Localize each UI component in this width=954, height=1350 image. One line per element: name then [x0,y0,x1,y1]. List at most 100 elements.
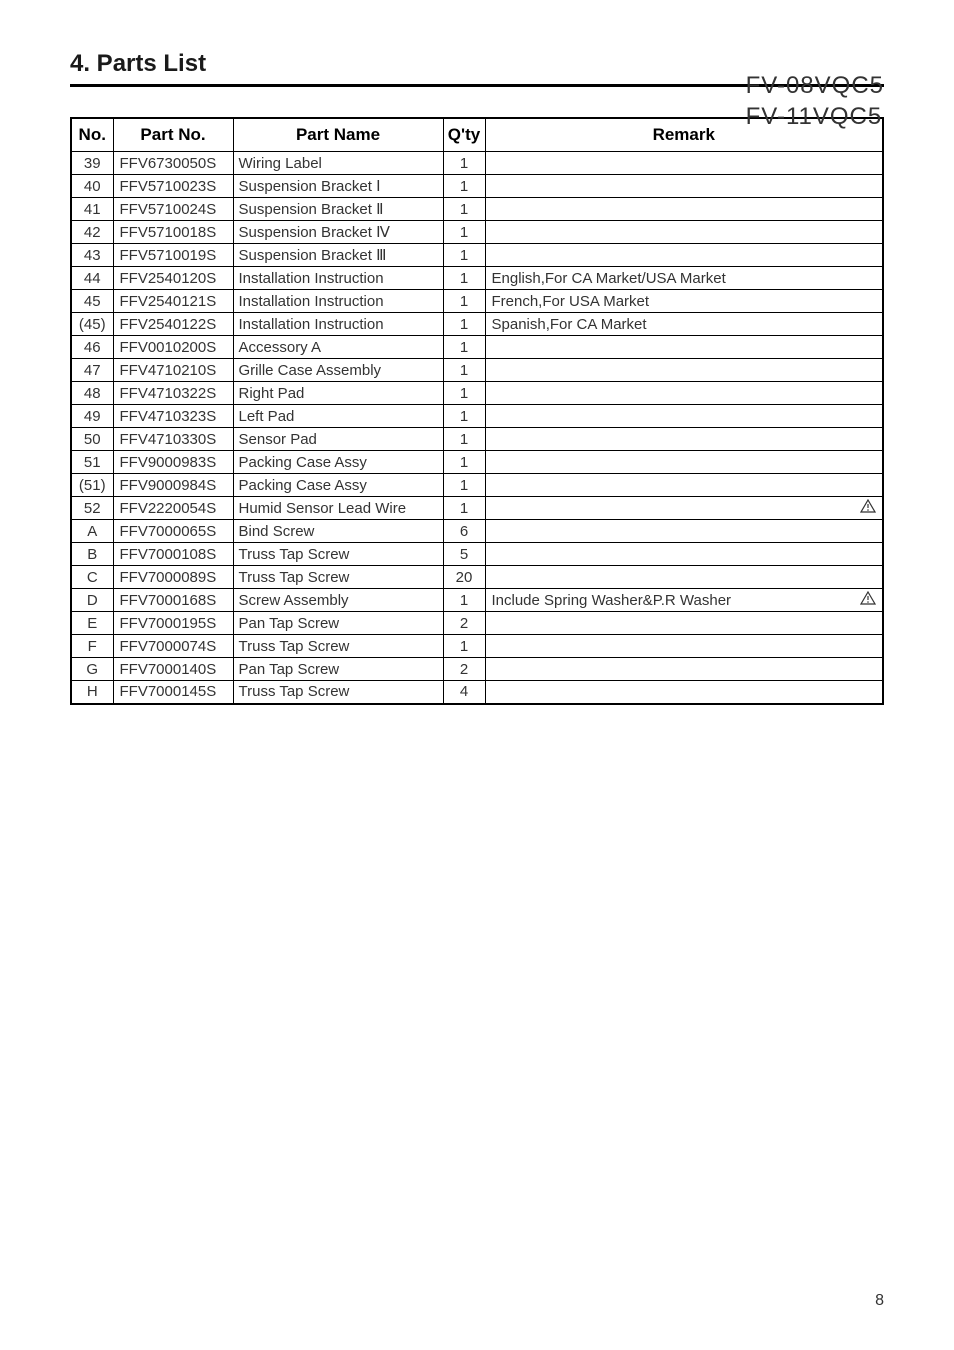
cell-partname: Suspension Bracket Ⅰ [233,175,443,198]
table-row: (45)FFV2540122SInstallation Instruction1… [71,313,883,336]
cell-no: 45 [71,290,113,313]
col-header-partname: Part Name [233,118,443,152]
cell-no: D [71,589,113,612]
cell-no: E [71,612,113,635]
table-body: 39FFV6730050SWiring Label140FFV5710023SS… [71,152,883,704]
cell-partno: FFV2540122S [113,313,233,336]
cell-partno: FFV4710330S [113,428,233,451]
cell-partname: Packing Case Assy [233,451,443,474]
cell-partno: FFV5710024S [113,198,233,221]
cell-partno: FFV5710019S [113,244,233,267]
cell-partname: Right Pad [233,382,443,405]
cell-qty: 1 [443,152,485,175]
cell-qty: 1 [443,267,485,290]
header-section: 4. Parts List FV-08VQC5 FV-11VQC5 [70,50,884,87]
table-row: 46FFV0010200SAccessory A1 [71,336,883,359]
cell-partno: FFV6730050S [113,152,233,175]
cell-partname: Suspension Bracket Ⅲ [233,244,443,267]
cell-partname: Suspension Bracket Ⅳ [233,221,443,244]
cell-no: 46 [71,336,113,359]
cell-partname: Grille Case Assembly [233,359,443,382]
cell-no: G [71,658,113,681]
cell-remark [485,175,883,198]
cell-qty: 1 [443,244,485,267]
cell-partname: Truss Tap Screw [233,543,443,566]
table-row: BFFV7000108STruss Tap Screw5 [71,543,883,566]
cell-partno: FFV9000983S [113,451,233,474]
cell-no: 50 [71,428,113,451]
cell-no: 41 [71,198,113,221]
cell-remark [485,497,883,520]
cell-remark [485,612,883,635]
cell-remark [485,681,883,704]
cell-qty: 1 [443,497,485,520]
cell-remark [485,359,883,382]
table-row: 39FFV6730050SWiring Label1 [71,152,883,175]
cell-partname: Installation Instruction [233,290,443,313]
cell-partname: Sensor Pad [233,428,443,451]
cell-partno: FFV7000140S [113,658,233,681]
cell-remark [485,566,883,589]
warning-icon [860,499,876,517]
model-line-2: FV-11VQC5 [746,101,884,132]
cell-qty: 5 [443,543,485,566]
cell-remark [485,405,883,428]
cell-partname: Packing Case Assy [233,474,443,497]
cell-no: H [71,681,113,704]
cell-partname: Accessory A [233,336,443,359]
table-row: CFFV7000089STruss Tap Screw20 [71,566,883,589]
cell-no: 52 [71,497,113,520]
cell-qty: 1 [443,382,485,405]
cell-partno: FFV7000108S [113,543,233,566]
cell-no: 49 [71,405,113,428]
table-row: 52FFV2220054SHumid Sensor Lead Wire1 [71,497,883,520]
cell-remark: English,For CA Market/USA Market [485,267,883,290]
cell-qty: 1 [443,474,485,497]
cell-partno: FFV2540120S [113,267,233,290]
cell-remark [485,543,883,566]
cell-remark [485,428,883,451]
table-row: 43FFV5710019SSuspension Bracket Ⅲ1 [71,244,883,267]
cell-qty: 1 [443,198,485,221]
cell-partname: Wiring Label [233,152,443,175]
cell-no: (45) [71,313,113,336]
cell-partno: FFV4710323S [113,405,233,428]
cell-qty: 1 [443,336,485,359]
table-row: FFFV7000074STruss Tap Screw1 [71,635,883,658]
cell-partname: Humid Sensor Lead Wire [233,497,443,520]
table-row: DFFV7000168SScrew Assembly1Include Sprin… [71,589,883,612]
cell-remark [485,221,883,244]
cell-no: 39 [71,152,113,175]
cell-partno: FFV5710018S [113,221,233,244]
cell-partno: FFV4710322S [113,382,233,405]
cell-qty: 1 [443,589,485,612]
cell-remark: French,For USA Market [485,290,883,313]
cell-remark [485,336,883,359]
table-row: 45FFV2540121SInstallation Instruction1Fr… [71,290,883,313]
cell-no: (51) [71,474,113,497]
cell-remark: Include Spring Washer&P.R Washer [485,589,883,612]
cell-qty: 1 [443,359,485,382]
cell-no: C [71,566,113,589]
cell-no: 43 [71,244,113,267]
cell-partno: FFV7000065S [113,520,233,543]
table-row: 47FFV4710210SGrille Case Assembly1 [71,359,883,382]
cell-qty: 1 [443,221,485,244]
cell-remark: Spanish,For CA Market [485,313,883,336]
cell-remark [485,382,883,405]
cell-partname: Suspension Bracket Ⅱ [233,198,443,221]
col-header-no: No. [71,118,113,152]
col-header-partno: Part No. [113,118,233,152]
cell-partname: Installation Instruction [233,267,443,290]
cell-partname: Pan Tap Screw [233,612,443,635]
cell-partno: FFV5710023S [113,175,233,198]
cell-no: F [71,635,113,658]
cell-remark [485,152,883,175]
table-row: AFFV7000065SBind Screw6 [71,520,883,543]
cell-qty: 4 [443,681,485,704]
cell-remark [485,198,883,221]
cell-no: 44 [71,267,113,290]
col-header-qty: Q'ty [443,118,485,152]
cell-no: 42 [71,221,113,244]
cell-partname: Bind Screw [233,520,443,543]
